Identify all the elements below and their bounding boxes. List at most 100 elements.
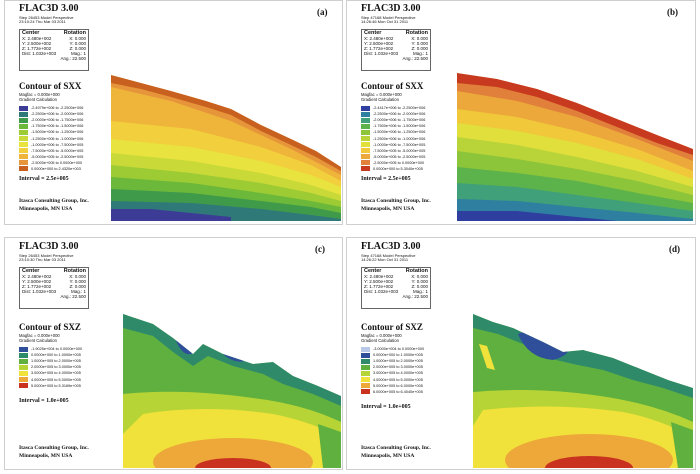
- legend-swatch: [19, 123, 28, 129]
- interval-label: Interval = 1.0e+005: [361, 404, 411, 410]
- company-info: Itasca Consulting Group, Inc. Minneapolis…: [361, 198, 431, 212]
- legend-item: 4.0000e+005 to 5.0000e+005: [19, 376, 82, 383]
- contour-plot: [473, 314, 693, 468]
- legend-item: 2.0000e+005 to 3.0000e+005: [19, 364, 82, 370]
- magfac-info: Magfac = 0.000e+000 Gradient Calculation: [19, 333, 60, 343]
- legend-swatch: [361, 148, 370, 154]
- legend-swatch: [361, 136, 370, 142]
- legend-item: 1.0000e+005 to 2.0000e+005: [361, 358, 424, 364]
- legend-swatch: [361, 129, 370, 135]
- legend-swatch: [19, 154, 28, 160]
- contour-legend: -2.4417e+006 to -2.2500e+006 -2.2500e+00…: [361, 105, 425, 172]
- legend-swatch: [361, 358, 370, 364]
- panel-title: FLAC3D 3.00: [361, 3, 421, 14]
- legend-item: -1.5000e+006 to -1.2500e+006: [19, 129, 83, 135]
- legend-item: 5.0000e+005 to 6.0000e+005: [361, 383, 424, 389]
- step-info: Step 26453 Model Perspective 23:10:24 Thu…: [19, 15, 74, 25]
- legend-swatch: [19, 129, 28, 135]
- legend-swatch: [19, 117, 28, 123]
- legend-swatch: [361, 383, 370, 389]
- legend-swatch: [361, 346, 370, 352]
- legend-swatch: [361, 111, 370, 117]
- step-info: Step 47168 Model Perspective 14:26:22 Mon…: [361, 253, 416, 263]
- legend-swatch: [361, 352, 370, 358]
- magfac-info: Magfac = 0.000e+000 Gradient Calculation: [361, 92, 402, 102]
- interval-label: Interval = 1.0e+005: [19, 398, 69, 404]
- step-info: Step 26453 Model Perspective 23:10:30 Thu…: [19, 253, 74, 263]
- view-info-box: Center Rotation X: 2.480e+002 X: 0.000 Y: …: [19, 267, 89, 309]
- panel-title: FLAC3D 3.00: [19, 3, 79, 14]
- legend-swatch: [361, 166, 370, 172]
- contour-title: Contour of SXZ: [361, 322, 423, 332]
- legend-item: -2.2500e+006 to -2.0000e+006: [361, 111, 425, 117]
- legend-swatch: [361, 370, 370, 376]
- company-info: Itasca Consulting Group, Inc. Minneapolis…: [19, 445, 89, 459]
- legend-item: -2.4417e+006 to -2.2500e+006: [361, 105, 425, 111]
- legend-item: 0.0000e+000 to 5.3040e+005: [361, 166, 425, 172]
- legend-item: 0.0000e+000 to 1.0000e+005: [361, 352, 424, 358]
- legend-item: -2.5000e+005 to 0.0000e+000: [19, 160, 83, 166]
- panel-title: FLAC3D 3.00: [361, 241, 421, 252]
- legend-swatch: [19, 370, 28, 376]
- magfac-info: Magfac = 0.000e+000 Gradient Calculation: [361, 333, 402, 343]
- legend-swatch: [19, 142, 28, 148]
- legend-item: -2.2500e+006 to -2.0000e+006: [19, 111, 83, 117]
- legend-item: 3.0000e+005 to 4.0000e+005: [19, 370, 82, 376]
- legend-item: -1.9025e+004 to 0.0000e+000: [19, 346, 82, 352]
- panel-c: FLAC3D 3.00 Step 26453 Model Perspective…: [4, 237, 343, 470]
- legend-swatch: [361, 154, 370, 160]
- view-info-box: Center Rotation X: 2.480e+002 X: 0.000 Y: …: [19, 29, 89, 71]
- panel-a: FLAC3D 3.00 Step 26453 Model Perspective…: [4, 0, 343, 225]
- legend-item: -1.5000e+006 to -1.2500e+006: [361, 129, 425, 135]
- legend-swatch: [19, 160, 28, 166]
- contour-legend: -2.4979e+006 to -2.2500e+006 -2.2500e+00…: [19, 105, 83, 172]
- legend-swatch: [19, 383, 28, 389]
- legend-swatch: [361, 389, 370, 395]
- contour-title: Contour of SXX: [361, 81, 424, 91]
- interval-label: Interval = 2.5e+005: [19, 176, 69, 182]
- legend-swatch: [19, 111, 28, 117]
- legend-item: 6.0000e+005 to 6.4040e+005: [361, 389, 424, 395]
- panel-d: FLAC3D 3.00 Step 47168 Model Perspective…: [346, 237, 696, 470]
- step-info: Step 47168 Model Perspective 14:26:46 Mon…: [361, 15, 416, 25]
- legend-swatch: [361, 142, 370, 148]
- legend-swatch: [19, 166, 28, 172]
- contour-title: Contour of SXZ: [19, 322, 81, 332]
- legend-item: 0.0000e+000 to 1.0000e+005: [19, 352, 82, 358]
- legend-swatch: [361, 117, 370, 123]
- legend-swatch: [361, 364, 370, 370]
- legend-item: 5.0000e+005 to 5.3169e+005: [19, 383, 82, 389]
- panel-letter: (c): [315, 244, 325, 254]
- legend-swatch: [361, 105, 370, 111]
- view-info-box: Center Rotation X: 2.480e+002 X: 0.000 Y: …: [361, 29, 431, 71]
- contour-legend: -3.0000e+004 to 0.0000e+000 0.0000e+000 …: [361, 346, 424, 395]
- legend-item: -2.0000e+006 to -1.7500e+006: [361, 117, 425, 123]
- legend-item: 2.0000e+005 to 3.0000e+005: [361, 364, 424, 370]
- legend-swatch: [19, 105, 28, 111]
- legend-item: -5.0000e+005 to -2.5000e+005: [19, 154, 83, 160]
- contour-plot: [457, 73, 693, 221]
- legend-item: 1.0000e+005 to 2.0000e+005: [19, 358, 82, 364]
- legend-item: -3.0000e+004 to 0.0000e+000: [361, 346, 424, 352]
- contour-plot: [111, 75, 341, 221]
- legend-swatch: [361, 160, 370, 166]
- legend-item: -5.0000e+005 to -2.5000e+005: [361, 154, 425, 160]
- legend-swatch: [19, 358, 28, 364]
- legend-item: -2.5000e+005 to 0.0000e+000: [361, 160, 425, 166]
- interval-label: Interval = 2.5e+005: [361, 176, 411, 182]
- company-info: Itasca Consulting Group, Inc. Minneapolis…: [361, 445, 431, 459]
- legend-item: -1.2500e+006 to -1.0000e+006: [19, 135, 83, 142]
- legend-swatch: [19, 148, 28, 154]
- company-info: Itasca Consulting Group, Inc. Minneapolis…: [19, 198, 89, 212]
- legend-item: 4.0000e+005 to 5.0000e+005: [361, 376, 424, 383]
- legend-item: -1.7500e+006 to -1.5000e+006: [361, 123, 425, 129]
- legend-item: -1.0000e+006 to -7.5000e+005: [361, 142, 425, 148]
- legend-item: -2.4979e+006 to -2.2500e+006: [19, 105, 83, 111]
- legend-swatch: [361, 377, 370, 383]
- panel-b: FLAC3D 3.00 Step 47168 Model Perspective…: [346, 0, 696, 225]
- legend-swatch: [19, 346, 28, 352]
- legend-item: -1.0000e+006 to -7.5000e+005: [19, 142, 83, 148]
- magfac-info: Magfac = 0.000e+000 Gradient Calculation: [19, 92, 60, 102]
- legend-item: -2.0000e+006 to -1.7500e+006: [19, 117, 83, 123]
- legend-swatch: [19, 364, 28, 370]
